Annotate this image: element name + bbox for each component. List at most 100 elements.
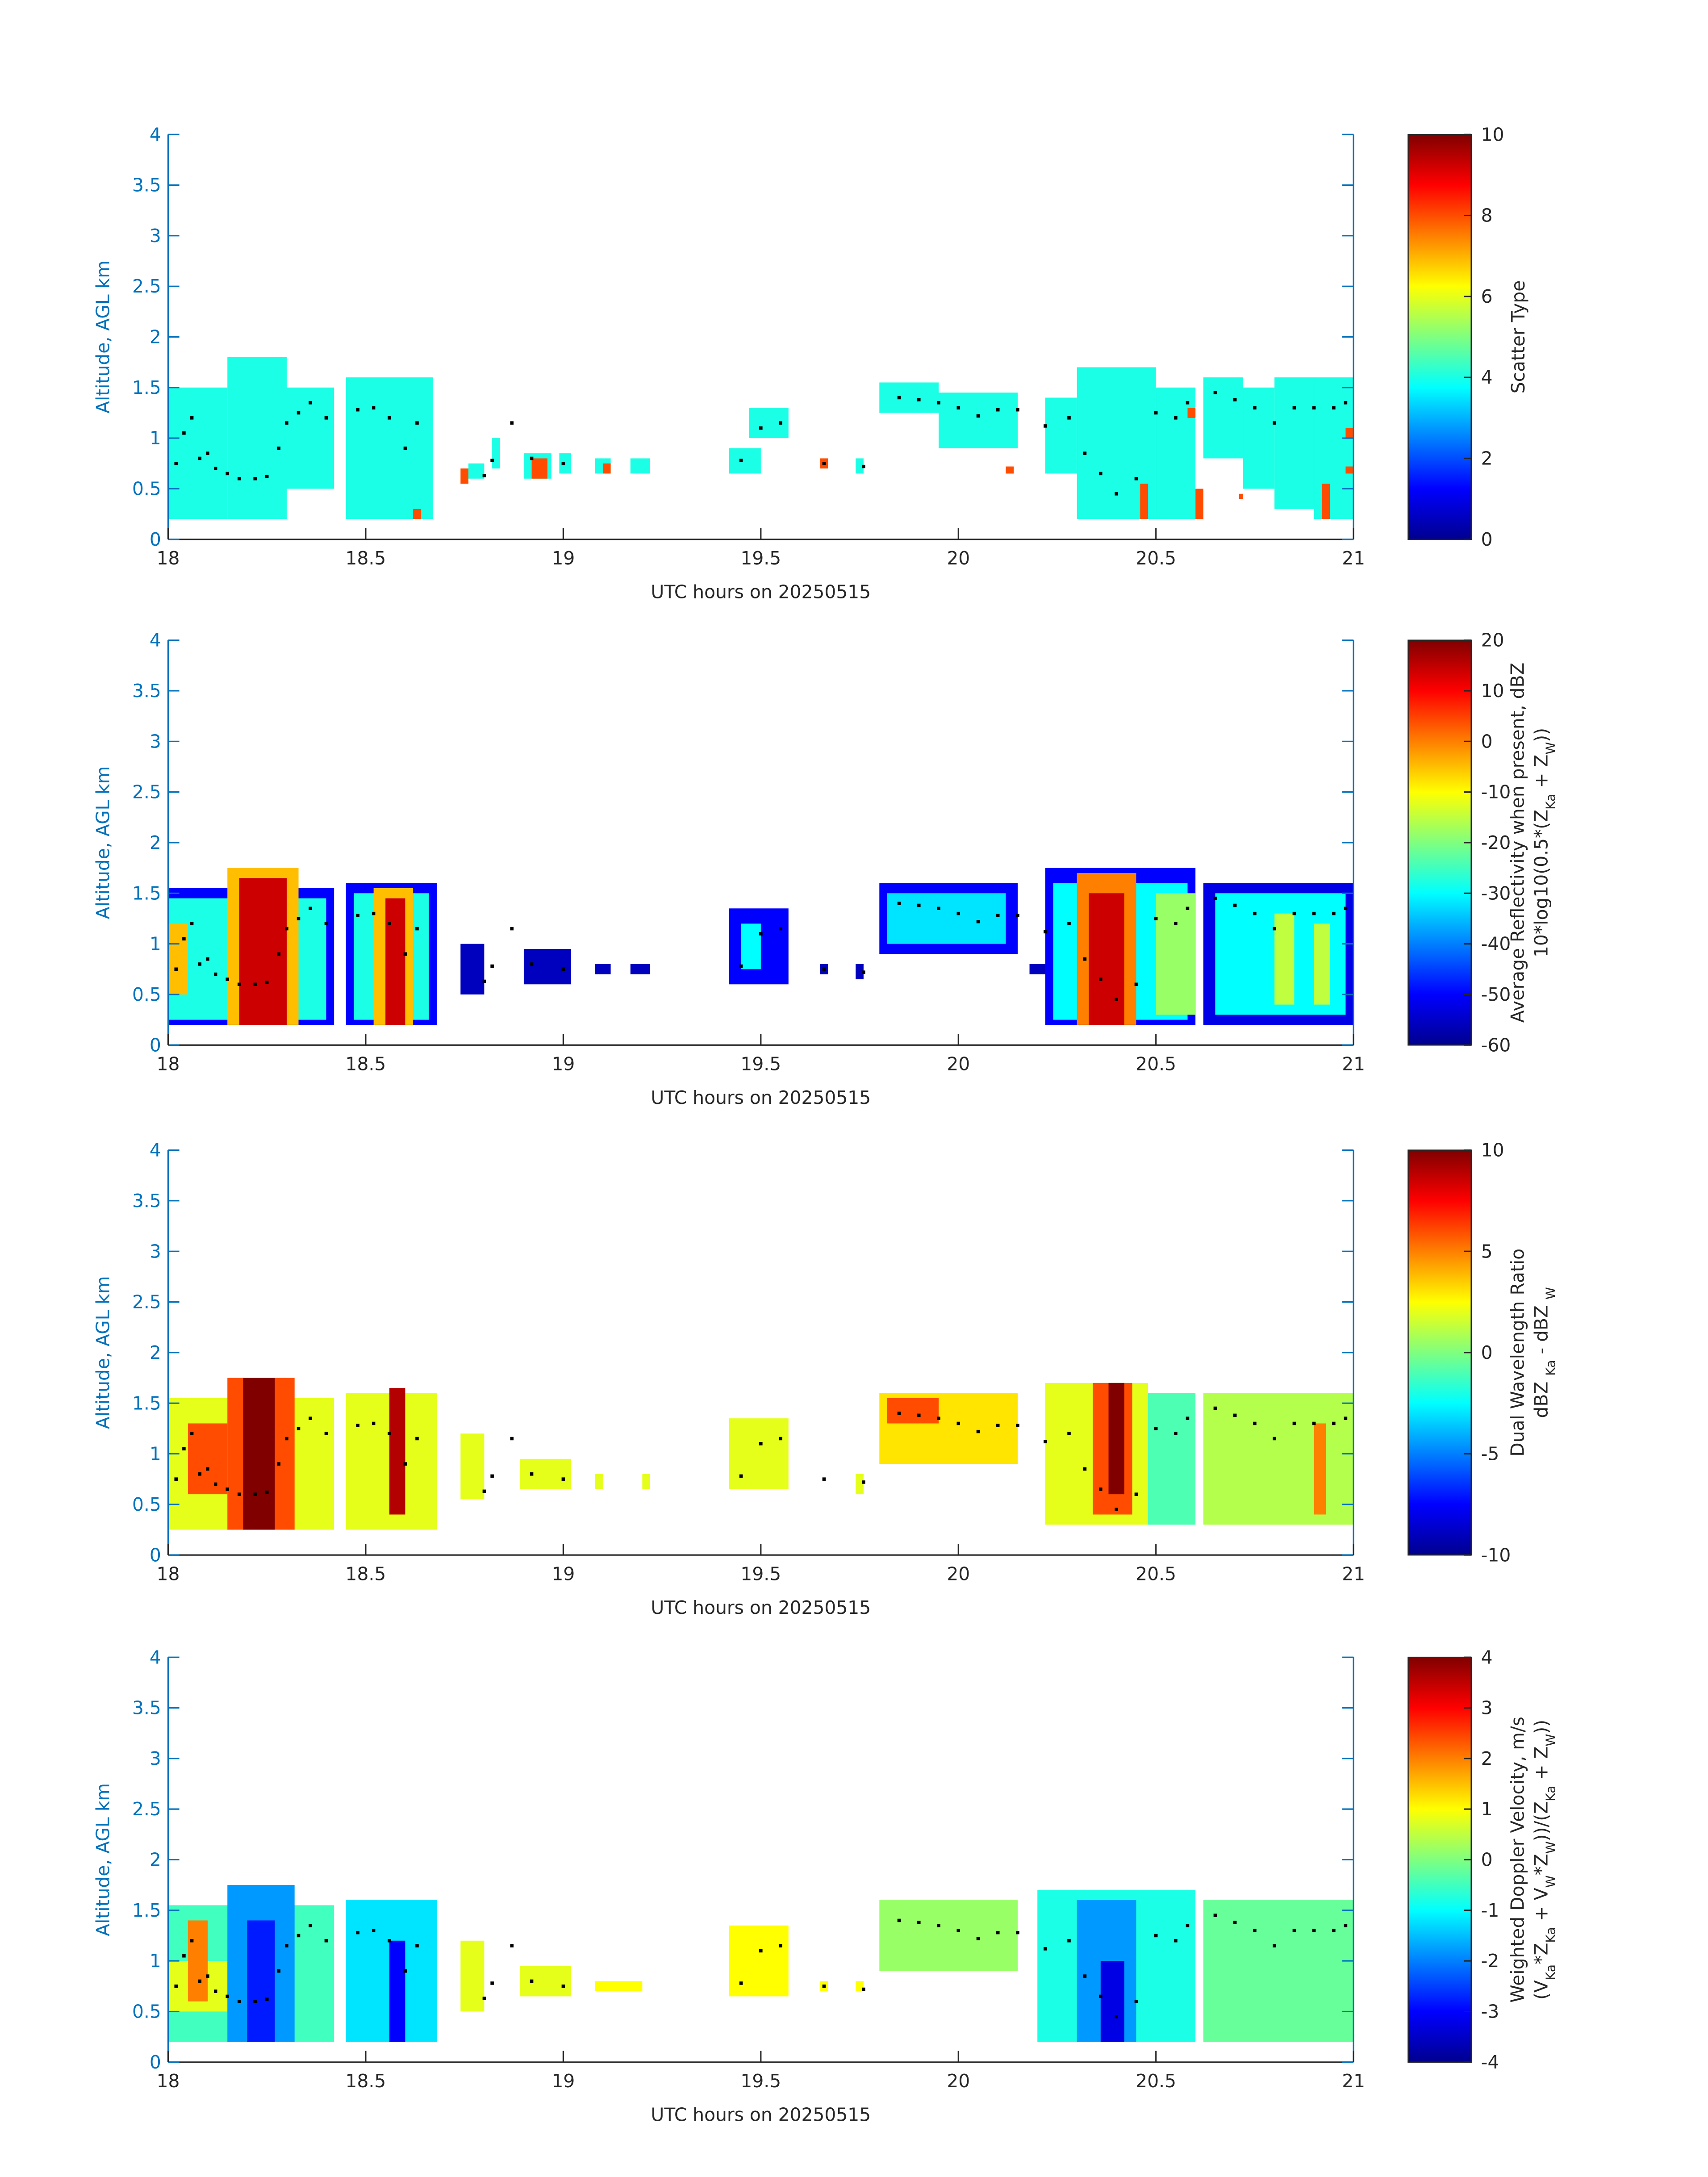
marker-dot	[1292, 1929, 1296, 1932]
x-tick-label: 18.5	[346, 547, 386, 569]
marker-dot	[1213, 1406, 1217, 1410]
data-cell	[188, 1920, 208, 2002]
colorbar-tick-label: 4	[1481, 1646, 1493, 1668]
marker-dot	[1067, 1432, 1071, 1435]
data-cell	[729, 1418, 789, 1489]
marker-dot	[1174, 1432, 1178, 1435]
marker-dot	[1067, 416, 1071, 420]
data-cell	[523, 949, 572, 985]
marker-dot	[1067, 1939, 1071, 1943]
colorbar-label-part: + V	[1531, 1888, 1552, 1927]
colorbar-tick-label: 10	[1481, 124, 1504, 145]
data-cell	[1140, 484, 1148, 519]
data-cell	[749, 408, 789, 439]
data-cell	[1345, 428, 1354, 439]
colorbar-tick-label: 20	[1481, 630, 1504, 651]
y-tick-label: 2	[150, 326, 161, 348]
colorbar-tick-label: 10	[1481, 1140, 1504, 1161]
colorbar-label-part: W	[1543, 1734, 1558, 1747]
data-cell	[1274, 377, 1314, 509]
marker-dot	[937, 1924, 940, 1927]
colorbar-tick-label: 2	[1481, 448, 1493, 469]
marker-dot	[1273, 1437, 1276, 1441]
marker-dot	[1134, 1492, 1138, 1496]
marker-dot	[1083, 451, 1087, 455]
x-tick-label: 20.5	[1136, 547, 1176, 569]
marker-dot	[182, 431, 186, 435]
marker-dot	[490, 1474, 494, 1478]
colorbar-label: (VKa*ZKa + VW*ZW))/(ZKa + ZW))	[1531, 1720, 1558, 2000]
data-cell	[243, 1378, 275, 1530]
marker-dot	[1174, 922, 1178, 926]
marker-dot	[285, 421, 288, 425]
colorbar-label-part: W	[1543, 742, 1558, 755]
data-cell	[1314, 377, 1354, 519]
colorbar-label-part: ))	[1531, 728, 1552, 742]
marker-dot	[415, 421, 419, 425]
y-tick-label: 2.5	[132, 1291, 161, 1313]
data-cell	[492, 438, 500, 469]
marker-dot	[1016, 408, 1019, 412]
data-cell	[1156, 893, 1196, 1015]
x-tick-label: 19	[551, 1053, 575, 1075]
x-tick-label: 20	[947, 1563, 970, 1585]
data-cell	[1314, 1423, 1326, 1515]
colorbar-tick-label: -20	[1481, 832, 1511, 853]
marker-dot	[510, 421, 514, 425]
marker-dot	[482, 474, 486, 477]
marker-dot	[897, 1918, 901, 1922]
marker-dot	[917, 1413, 921, 1417]
x-tick-label: 21	[1342, 1053, 1365, 1075]
marker-dot	[530, 962, 534, 966]
data-cell	[1203, 1900, 1354, 2042]
marker-dot	[937, 401, 940, 405]
y-tick-label: 2	[150, 832, 161, 853]
x-tick-label: 20	[947, 1053, 970, 1075]
colorbar-label: Average Reflectivity when present, dBZ	[1507, 663, 1528, 1023]
marker-dot	[1344, 1417, 1348, 1420]
marker-dot	[739, 1474, 743, 1478]
data-cell	[630, 458, 651, 474]
y-tick-label: 0.5	[132, 478, 161, 500]
data-cell	[413, 509, 421, 519]
marker-dot	[1099, 978, 1102, 981]
marker-dot	[1016, 1424, 1019, 1427]
marker-dot	[1174, 416, 1178, 420]
marker-dot	[1083, 1467, 1087, 1471]
marker-dot	[1273, 927, 1276, 931]
marker-dot	[976, 414, 980, 418]
marker-dot	[759, 1442, 763, 1446]
marker-dot	[739, 964, 743, 968]
data-cell	[856, 1981, 864, 1992]
y-tick-label: 3	[150, 1241, 161, 1262]
colorbar-tick-label: -2	[1481, 1950, 1499, 1972]
marker-dot	[1115, 998, 1118, 1002]
marker-dot	[1099, 472, 1102, 476]
x-tick-label: 18	[157, 2070, 180, 2092]
colorbar-label-part: 10*log10(0.5*(Z	[1531, 810, 1552, 957]
y-tick-label: 3	[150, 731, 161, 752]
data-cell	[1148, 1393, 1196, 1525]
y-tick-label: 4	[150, 124, 161, 145]
marker-dot	[309, 1417, 312, 1420]
x-tick-label: 20.5	[1136, 1053, 1176, 1075]
marker-dot	[324, 416, 328, 420]
data-cell	[741, 923, 761, 969]
marker-dot	[1253, 406, 1257, 409]
y-tick-label: 0	[150, 529, 161, 550]
y-tick-label: 2	[150, 1849, 161, 1871]
marker-dot	[1253, 911, 1257, 915]
marker-dot	[510, 1437, 514, 1441]
colorbar-tick-label: 0	[1481, 529, 1493, 550]
marker-dot	[1115, 1508, 1118, 1511]
data-cell	[460, 1433, 484, 1500]
marker-dot	[1154, 1427, 1158, 1430]
colorbar-label-part: Weighted Doppler Velocity, m/s	[1507, 1717, 1528, 2003]
marker-dot	[1253, 1929, 1257, 1932]
marker-dot	[1233, 903, 1237, 907]
x-tick-label: 19.5	[740, 2070, 781, 2092]
marker-dot	[388, 416, 391, 420]
colorbar-tick-label: 0	[1481, 1849, 1493, 1871]
marker-dot	[996, 408, 1000, 412]
x-tick-label: 20	[947, 2070, 970, 2092]
